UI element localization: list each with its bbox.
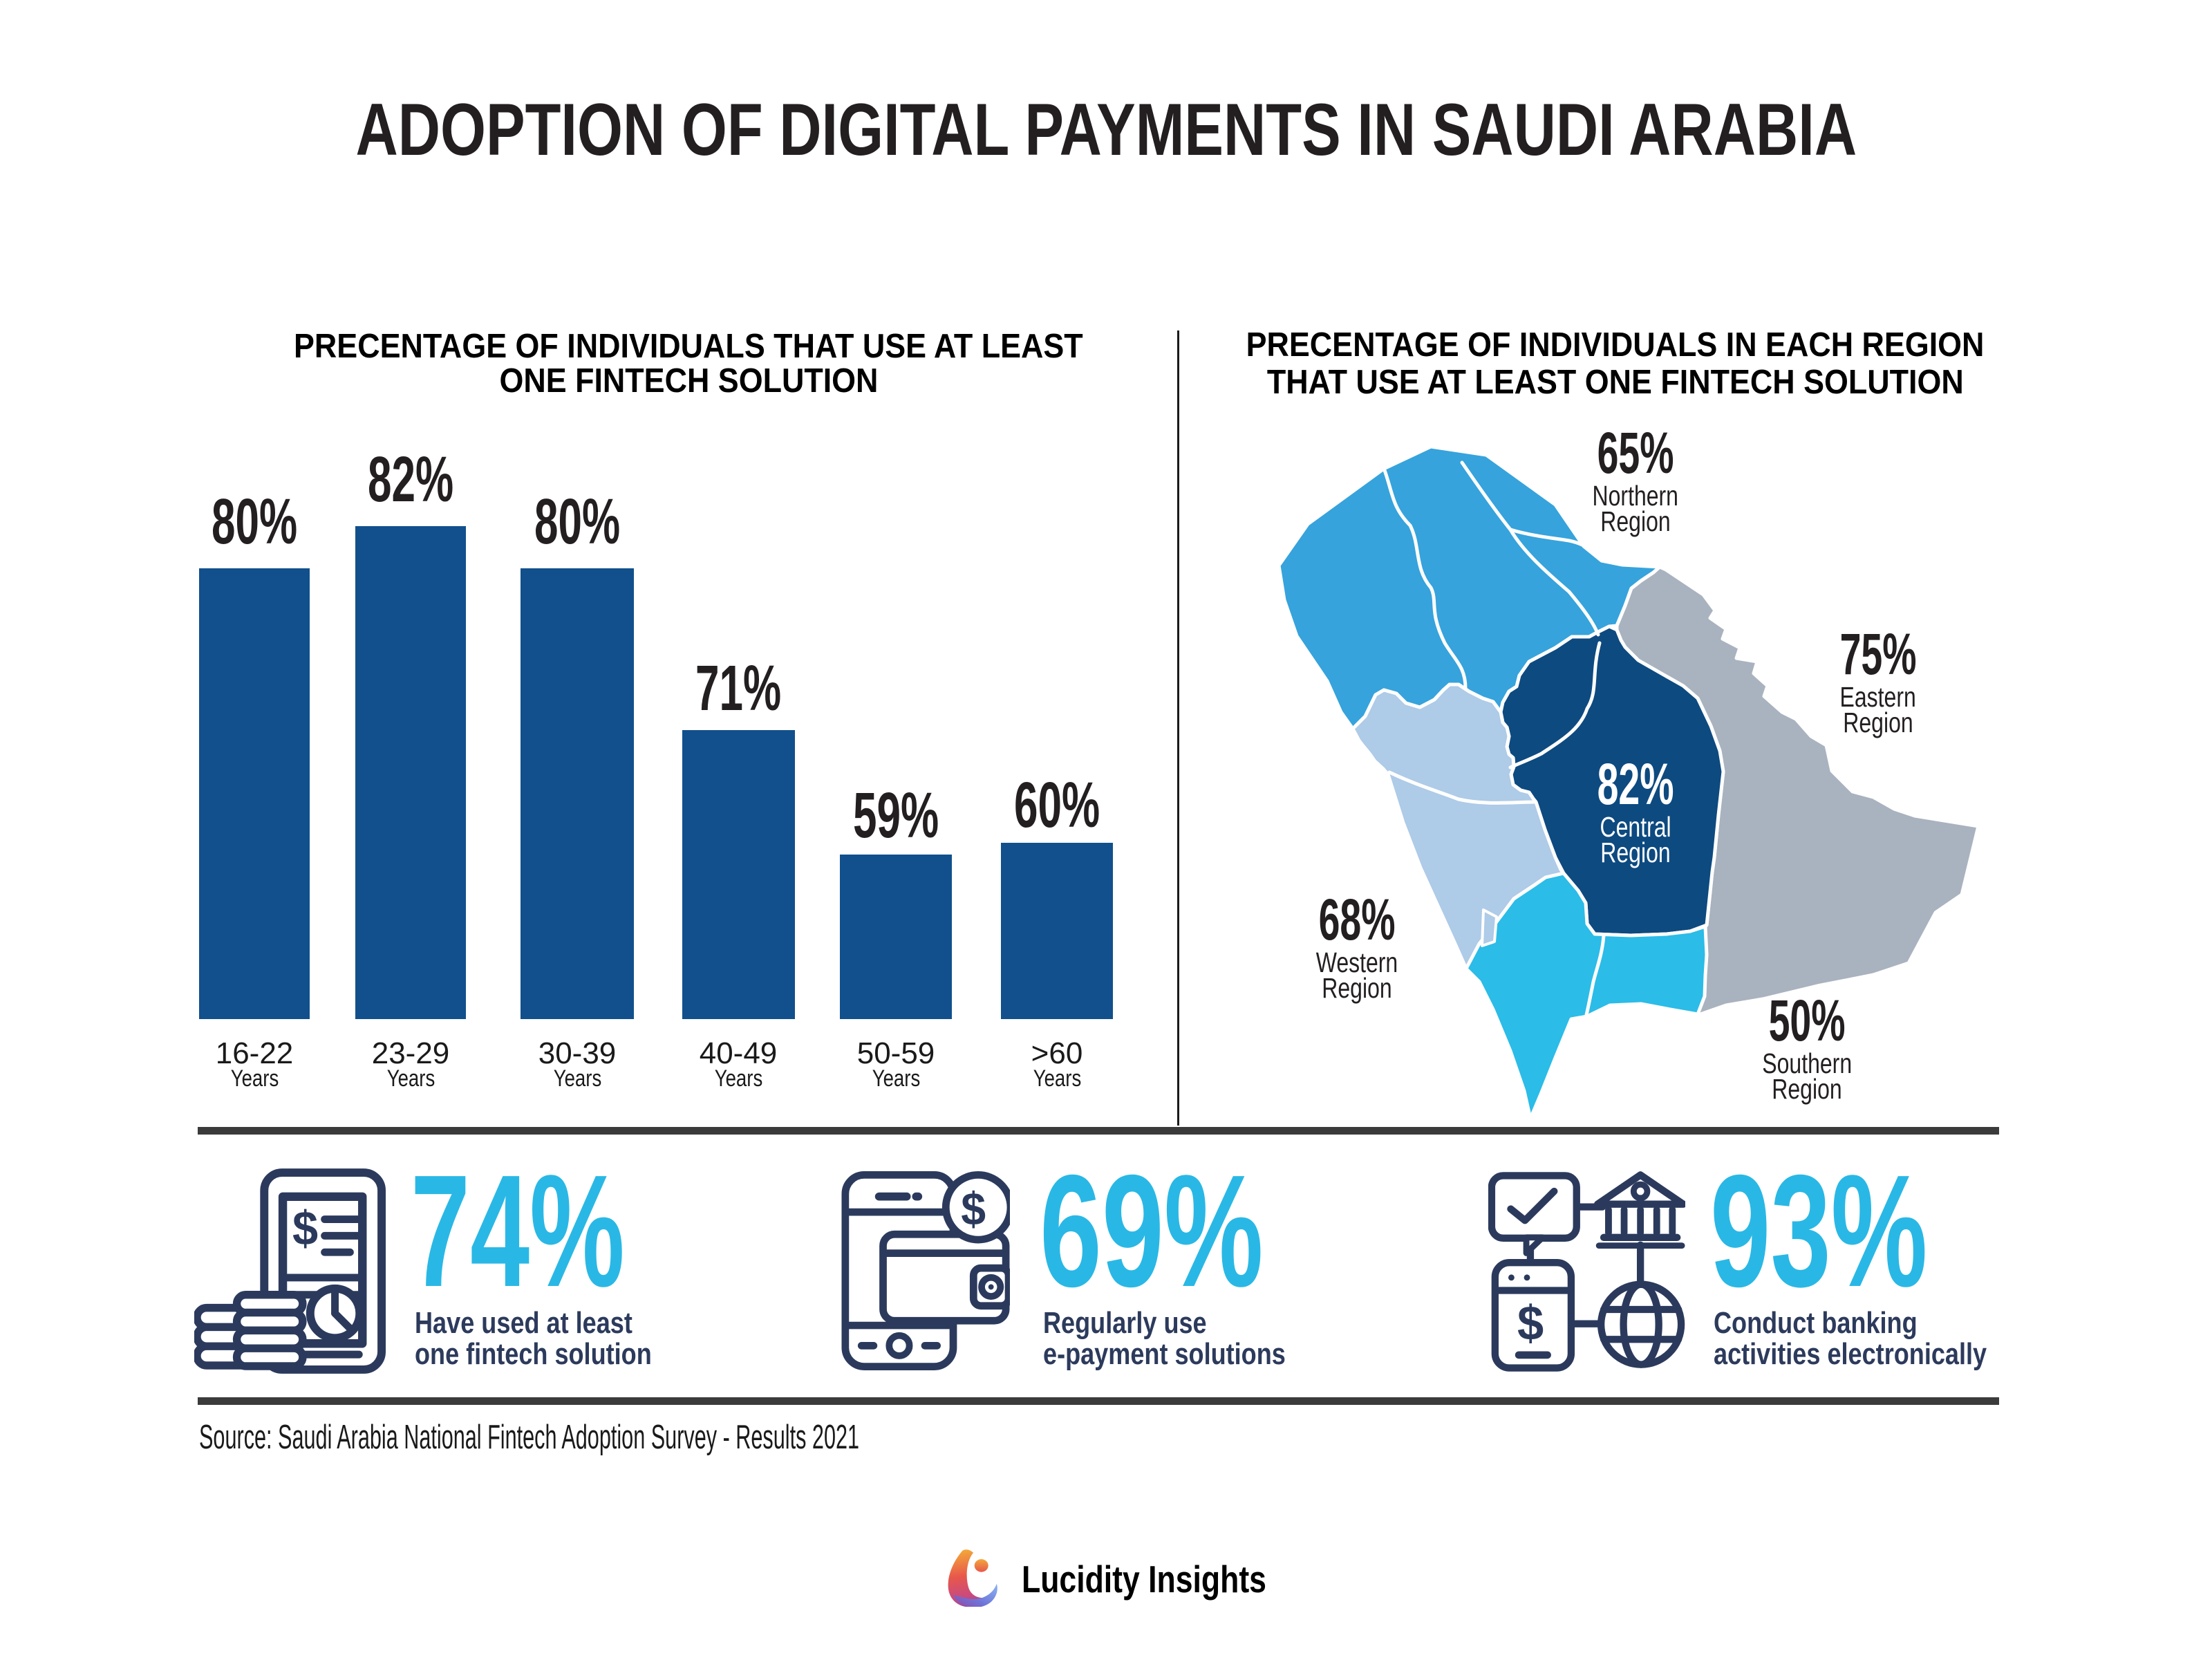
svg-text:$: $ bbox=[961, 1184, 986, 1235]
svg-text:$: $ bbox=[292, 1202, 318, 1256]
svg-text:$: $ bbox=[1517, 1296, 1544, 1350]
